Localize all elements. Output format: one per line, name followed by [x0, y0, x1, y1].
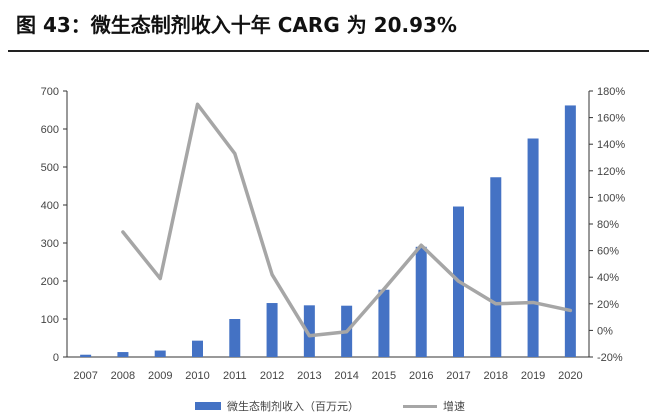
growth-point: [494, 302, 498, 306]
growth-point: [307, 334, 311, 338]
revenue-bar: [378, 289, 390, 357]
revenue-bar: [80, 354, 92, 357]
right-axis-tick-label: 120%: [597, 166, 625, 178]
left-axis-tick-label: 300: [41, 238, 59, 250]
revenue-bar: [415, 246, 427, 357]
x-axis-tick-label: 2008: [111, 370, 135, 382]
right-axis-tick-label: 140%: [597, 139, 625, 151]
legend-item-growth: 增速: [403, 398, 465, 414]
revenue-bar: [154, 350, 166, 357]
revenue-bar: [564, 105, 576, 357]
growth-point: [382, 287, 386, 291]
growth-line: [121, 102, 573, 338]
legend-label-revenue: 微生态制剂收入（百万元）: [227, 400, 359, 413]
revenue-bar: [490, 177, 502, 357]
right-axis-tick-label: 180%: [597, 86, 625, 98]
growth-point: [270, 273, 274, 277]
left-axis-tick-label: 100: [41, 314, 59, 326]
x-axis-tick-label: 2016: [409, 370, 433, 382]
right-axis-tick-label: -20%: [597, 352, 623, 364]
left-axis-tick-label: 500: [41, 162, 59, 174]
left-axis-tick-label: 400: [41, 200, 59, 212]
growth-point: [196, 102, 199, 106]
figure-title: 图 43：微生态制剂收入十年 CARG 为 20.93%: [16, 13, 457, 37]
x-axis-tick-label: 2017: [446, 370, 470, 382]
revenue-bar: [266, 303, 278, 357]
legend-label-growth: 增速: [443, 400, 465, 413]
x-axis-tick-label: 2014: [334, 370, 358, 382]
growth-point: [568, 308, 572, 312]
revenue-bar: [192, 340, 203, 357]
growth-point: [345, 330, 349, 334]
left-axis-tick-label: 700: [41, 86, 59, 98]
growth-point: [233, 152, 237, 156]
x-axis-tick-label: 2015: [372, 370, 396, 382]
right-axis-tick-label: 40%: [597, 272, 619, 284]
x-axis-tick-label: 2013: [297, 370, 321, 382]
x-axis-tick-label: 2009: [148, 370, 172, 382]
growth-point: [531, 300, 535, 304]
chart-legend: 微生态制剂收入（百万元） 增速: [195, 398, 499, 414]
right-axis-tick-label: 80%: [597, 219, 619, 231]
revenue-bar: [117, 352, 129, 357]
revenue-bar: [229, 319, 241, 357]
legend-swatch-bar: [195, 402, 221, 410]
x-axis-tick-label: 2012: [260, 370, 284, 382]
revenue-bar: [303, 305, 315, 357]
right-axis-tick-label: 60%: [597, 246, 619, 258]
left-axis-tick-label: 600: [41, 124, 59, 136]
x-axis-tick-label: 2020: [558, 370, 582, 382]
revenue-bar: [527, 138, 539, 357]
title-divider: [8, 50, 649, 52]
right-axis-tick-label: 0%: [597, 325, 613, 337]
x-axis-tick-label: 2011: [223, 370, 247, 382]
right-axis-tick-label: 100%: [597, 192, 625, 204]
x-axis-tick-label: 2010: [185, 370, 209, 382]
x-axis-tick-label: 2007: [73, 370, 97, 382]
legend-swatch-line: [403, 404, 437, 408]
growth-point: [121, 230, 125, 234]
left-axis-tick-label: 0: [53, 352, 59, 364]
right-axis-tick-label: 20%: [597, 299, 619, 311]
x-axis-tick-label: 2018: [484, 370, 508, 382]
legend-item-revenue: 微生态制剂收入（百万元）: [195, 398, 359, 414]
left-axis-tick-label: 200: [41, 276, 59, 288]
growth-point: [419, 243, 423, 247]
growth-point: [457, 279, 460, 283]
right-axis-tick-label: 160%: [597, 113, 625, 125]
x-axis-tick-label: 2019: [521, 370, 545, 382]
growth-point: [158, 277, 162, 281]
